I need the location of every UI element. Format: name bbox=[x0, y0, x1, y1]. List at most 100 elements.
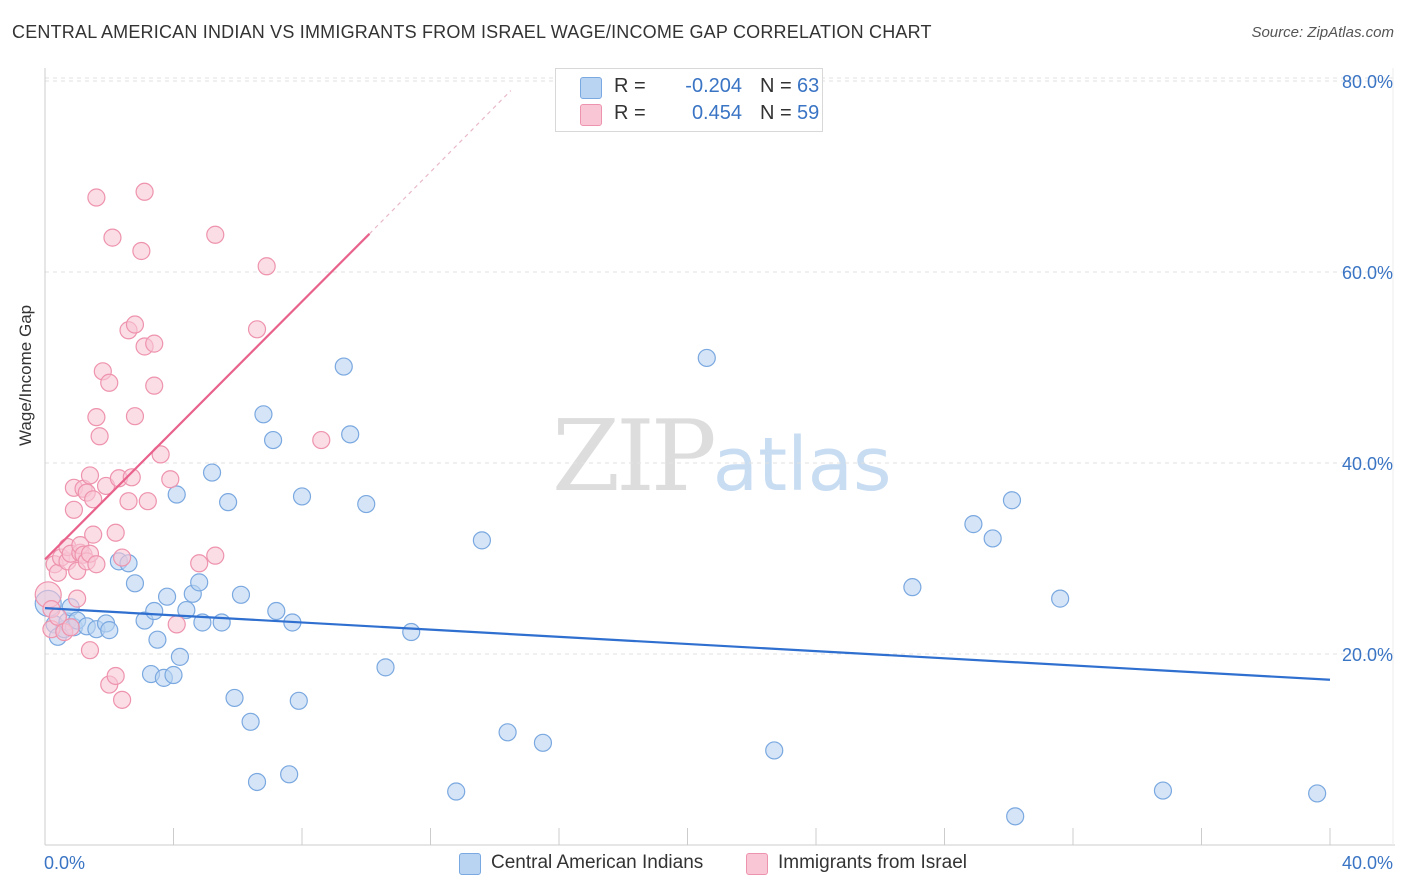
data-point bbox=[177, 600, 196, 620]
data-point bbox=[87, 188, 106, 207]
data-point bbox=[80, 466, 100, 485]
data-point bbox=[206, 225, 225, 244]
data-point bbox=[202, 463, 222, 482]
data-point bbox=[125, 315, 145, 334]
data-point bbox=[87, 408, 106, 427]
r-value: 0.454 bbox=[691, 102, 742, 124]
data-point bbox=[100, 621, 119, 640]
data-point bbox=[100, 373, 119, 392]
legend-label: Immigrants from Israel bbox=[778, 852, 967, 873]
data-point bbox=[267, 601, 286, 621]
axes bbox=[44, 68, 1395, 846]
data-point bbox=[964, 515, 983, 534]
y-tick-label: 40.0% bbox=[1342, 454, 1393, 474]
data-point bbox=[231, 585, 251, 604]
data-point bbox=[212, 613, 231, 632]
x-tick-label: 40.0% bbox=[1342, 853, 1393, 873]
data-point bbox=[289, 691, 308, 710]
data-point bbox=[112, 690, 132, 709]
data-point bbox=[1002, 491, 1022, 510]
data-point bbox=[103, 228, 122, 247]
data-point bbox=[241, 712, 260, 731]
data-point bbox=[472, 531, 491, 550]
pink-swatch bbox=[580, 104, 602, 126]
r-value: -0.204 bbox=[685, 75, 742, 97]
data-point bbox=[903, 578, 922, 597]
n-value: 59 bbox=[797, 102, 820, 124]
data-point bbox=[90, 427, 109, 446]
r-label: R = bbox=[614, 75, 646, 97]
data-point bbox=[84, 525, 103, 544]
data-point bbox=[1051, 589, 1070, 608]
n-value: 63 bbox=[797, 75, 820, 97]
chart-title: CENTRAL AMERICAN INDIAN VS IMMIGRANTS FR… bbox=[12, 22, 932, 42]
correlation-legend: R = -0.204 N = 63 R = 0.454 N = 59 bbox=[555, 68, 823, 132]
data-point bbox=[164, 665, 183, 685]
tick-labels: 20.0% 40.0% 60.0% 80.0% 0.0% 40.0% bbox=[44, 72, 1393, 873]
data-point bbox=[190, 554, 209, 573]
data-point bbox=[170, 647, 190, 666]
data-point bbox=[247, 320, 267, 339]
data-point bbox=[148, 630, 167, 649]
data-point bbox=[122, 468, 141, 487]
data-point bbox=[312, 430, 331, 450]
y-axis-label: Wage/Income Gap bbox=[16, 304, 35, 446]
data-point bbox=[112, 548, 132, 567]
data-point bbox=[402, 622, 421, 642]
data-point bbox=[263, 430, 283, 450]
blue-swatch bbox=[580, 77, 602, 99]
data-point bbox=[765, 741, 784, 760]
data-point bbox=[983, 529, 1002, 548]
data-point bbox=[161, 470, 180, 489]
data-point bbox=[157, 587, 177, 606]
data-point bbox=[106, 523, 125, 542]
data-point bbox=[357, 494, 376, 514]
y-tick-label: 20.0% bbox=[1342, 645, 1393, 665]
data-point bbox=[219, 493, 238, 512]
data-point bbox=[1006, 807, 1025, 826]
n-label: N = bbox=[760, 102, 792, 124]
data-point bbox=[68, 589, 87, 608]
data-point bbox=[145, 376, 164, 395]
series-immigrants-from-israel bbox=[34, 182, 331, 709]
data-point bbox=[341, 425, 360, 444]
data-point bbox=[280, 765, 299, 784]
trend-lines bbox=[44, 90, 1331, 681]
y-tick-label: 80.0% bbox=[1342, 72, 1393, 92]
watermark-atlas: atlas bbox=[712, 422, 892, 508]
y-tick-label: 60.0% bbox=[1342, 263, 1393, 283]
data-point bbox=[135, 182, 154, 201]
watermark: ZIPatlas bbox=[552, 400, 892, 514]
data-point bbox=[145, 601, 164, 621]
trend-line-blue bbox=[44, 607, 1331, 681]
data-point bbox=[1153, 781, 1173, 800]
data-point bbox=[61, 618, 80, 637]
data-point bbox=[167, 485, 186, 504]
data-point bbox=[190, 573, 209, 592]
data-point bbox=[167, 615, 186, 634]
data-point bbox=[125, 574, 145, 593]
x-tick-label: 0.0% bbox=[44, 853, 85, 873]
data-point bbox=[125, 407, 145, 426]
data-point bbox=[533, 733, 553, 752]
data-point bbox=[87, 555, 106, 574]
data-point bbox=[498, 723, 517, 742]
data-point bbox=[151, 445, 170, 464]
trend-line-pink-extension bbox=[369, 90, 512, 235]
data-point bbox=[292, 487, 312, 506]
grid-lines bbox=[45, 77, 1395, 655]
watermark-zip: ZIP bbox=[552, 400, 717, 514]
data-point bbox=[80, 641, 100, 660]
data-point bbox=[84, 490, 103, 509]
blue-swatch bbox=[459, 853, 481, 875]
data-point bbox=[376, 658, 395, 677]
data-point bbox=[106, 666, 125, 686]
legend-label: Central American Indians bbox=[491, 852, 704, 873]
data-point bbox=[257, 257, 276, 276]
data-point bbox=[1308, 784, 1327, 803]
data-point bbox=[225, 688, 244, 708]
data-point bbox=[697, 348, 716, 368]
data-point bbox=[447, 782, 466, 801]
data-point bbox=[145, 334, 164, 353]
